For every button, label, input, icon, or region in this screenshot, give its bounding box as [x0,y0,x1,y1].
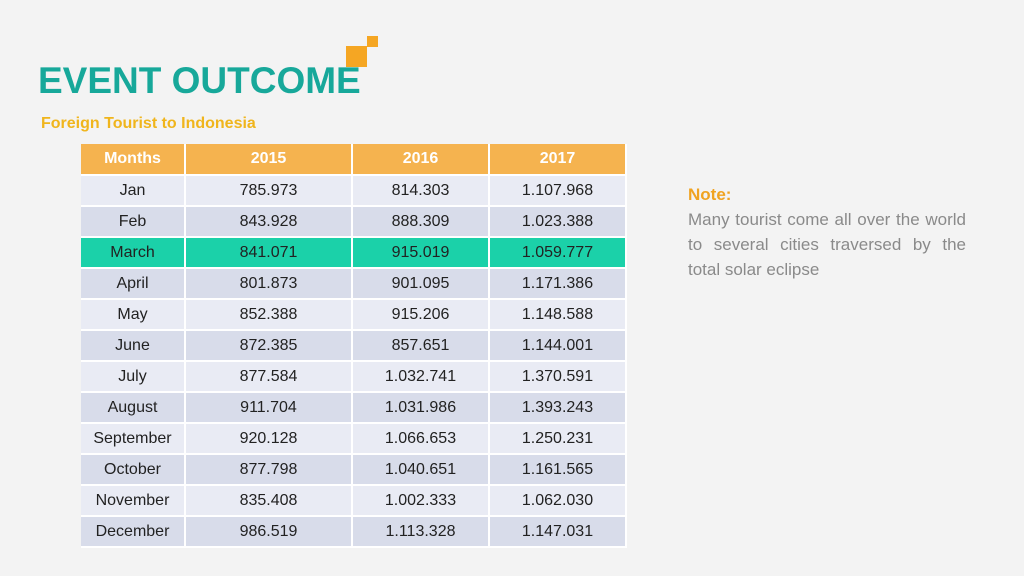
value-cell: 911.704 [186,393,353,424]
value-cell: 1.107.968 [490,176,627,207]
value-cell: 915.206 [353,300,490,331]
table-row: May 852.388 915.206 1.148.588 [81,300,627,331]
value-cell: 1.161.565 [490,455,627,486]
value-cell: 852.388 [186,300,353,331]
value-cell: 1.393.243 [490,393,627,424]
table-row: October 877.798 1.040.651 1.161.565 [81,455,627,486]
note-body: Many tourist come all over the world to … [688,210,966,279]
month-cell: December [81,517,186,548]
value-cell: 814.303 [353,176,490,207]
table-row: November 835.408 1.002.333 1.062.030 [81,486,627,517]
column-header: Months [81,144,186,176]
table-row: July 877.584 1.032.741 1.370.591 [81,362,627,393]
table-row: September 920.128 1.066.653 1.250.231 [81,424,627,455]
month-cell: July [81,362,186,393]
month-cell: April [81,269,186,300]
month-cell: September [81,424,186,455]
value-cell: 1.031.986 [353,393,490,424]
column-header: 2017 [490,144,627,176]
value-cell: 1.171.386 [490,269,627,300]
note-title: Note: [688,185,732,204]
month-cell: August [81,393,186,424]
value-cell: 877.584 [186,362,353,393]
column-header: 2016 [353,144,490,176]
table-row: April 801.873 901.095 1.171.386 [81,269,627,300]
value-cell: 1.113.328 [353,517,490,548]
month-cell: March [81,238,186,269]
month-cell: Feb [81,207,186,238]
note-box: Note: Many tourist come all over the wor… [688,183,966,282]
table-header-row: Months 2015 2016 2017 [81,144,627,176]
value-cell: 1.370.591 [490,362,627,393]
value-cell: 785.973 [186,176,353,207]
column-header: 2015 [186,144,353,176]
value-cell: 915.019 [353,238,490,269]
value-cell: 843.928 [186,207,353,238]
table-row: August 911.704 1.031.986 1.393.243 [81,393,627,424]
month-cell: October [81,455,186,486]
table-row: December 986.519 1.113.328 1.147.031 [81,517,627,548]
value-cell: 1.023.388 [490,207,627,238]
tourist-table: Months 2015 2016 2017 Jan 785.973 814.303 1.10… [81,144,627,548]
logo-big-square [346,46,367,67]
value-cell: 986.519 [186,517,353,548]
value-cell: 872.385 [186,331,353,362]
value-cell: 901.095 [353,269,490,300]
value-cell: 1.144.001 [490,331,627,362]
page-subtitle: Foreign Tourist to Indonesia [41,115,256,132]
value-cell: 1.148.588 [490,300,627,331]
value-cell: 1.250.231 [490,424,627,455]
table-body: Jan 785.973 814.303 1.107.968 Feb 843.928 888.… [81,176,627,548]
logo-small-square [367,36,378,47]
value-cell: 835.408 [186,486,353,517]
value-cell: 1.147.031 [490,517,627,548]
value-cell: 1.066.653 [353,424,490,455]
value-cell: 1.059.777 [490,238,627,269]
table-row: Jan 785.973 814.303 1.107.968 [81,176,627,207]
value-cell: 1.062.030 [490,486,627,517]
value-cell: 888.309 [353,207,490,238]
value-cell: 1.032.741 [353,362,490,393]
month-cell: November [81,486,186,517]
table-row: March 841.071 915.019 1.059.777 [81,238,627,269]
value-cell: 841.071 [186,238,353,269]
value-cell: 1.002.333 [353,486,490,517]
value-cell: 857.651 [353,331,490,362]
table-row: June 872.385 857.651 1.144.001 [81,331,627,362]
page-title: EVENT OUTCOME [38,60,361,101]
table-row: Feb 843.928 888.309 1.023.388 [81,207,627,238]
value-cell: 1.040.651 [353,455,490,486]
value-cell: 801.873 [186,269,353,300]
month-cell: Jan [81,176,186,207]
month-cell: May [81,300,186,331]
value-cell: 920.128 [186,424,353,455]
value-cell: 877.798 [186,455,353,486]
month-cell: June [81,331,186,362]
